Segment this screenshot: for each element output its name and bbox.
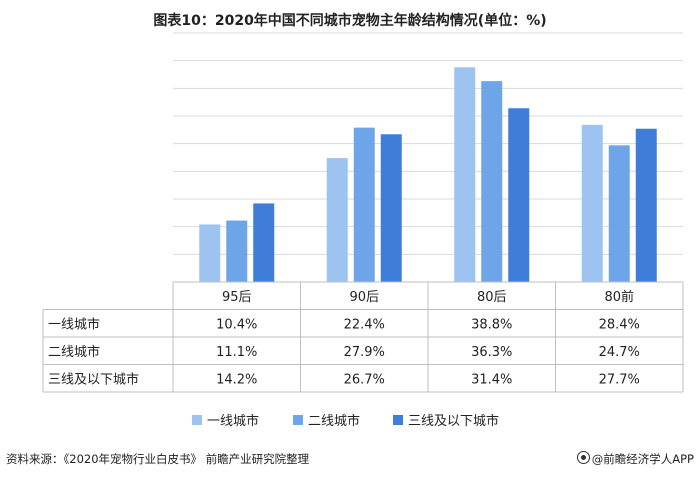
data-label: 27.7% — [599, 372, 640, 387]
bar — [380, 134, 402, 282]
bar — [253, 203, 275, 282]
category-label: 95后 — [222, 290, 252, 305]
data-label: 38.8% — [471, 317, 512, 332]
legend-swatch — [293, 415, 303, 425]
legend-label: 三线及以下城市 — [408, 413, 499, 429]
bar — [199, 224, 221, 282]
data-label: 27.9% — [344, 345, 385, 360]
bar — [581, 124, 603, 282]
row-label: 二线城市 — [48, 344, 100, 360]
legend-swatch — [393, 415, 403, 425]
category-label: 80前 — [604, 289, 634, 305]
data-label: 36.3% — [471, 345, 512, 360]
brand-credit: @前瞻经济学人APP — [576, 451, 694, 467]
bars — [199, 67, 657, 283]
category-label: 80后 — [477, 290, 507, 305]
data-label: 31.4% — [471, 372, 512, 387]
bar — [454, 67, 476, 282]
chart-title: 图表10：2020年中国不同城市宠物主年龄结构情况(单位：%) — [153, 13, 547, 29]
bar — [353, 127, 375, 283]
bar — [226, 220, 248, 282]
legend-label: 二线城市 — [308, 413, 360, 429]
data-label: 11.1% — [216, 345, 257, 360]
source-note: 资料来源：《2020年宠物行业白皮书》 前瞻产业研究院整理 — [6, 452, 310, 466]
bar — [326, 158, 348, 282]
legend: 一线城市 二线城市 三线及以下城市 — [192, 413, 499, 429]
gridlines — [173, 32, 683, 283]
row-label: 三线及以下城市 — [48, 371, 139, 387]
data-label: 28.4% — [599, 317, 640, 332]
bar — [508, 108, 530, 283]
brand-logo-icon — [576, 451, 590, 464]
brand-text: @前瞻经济学人APP — [591, 452, 694, 466]
bar — [608, 145, 630, 282]
data-label: 24.7% — [599, 345, 640, 360]
bar — [481, 81, 503, 282]
data-label: 22.4% — [344, 317, 385, 332]
row-label: 一线城市 — [48, 316, 100, 332]
data-label: 26.7% — [344, 372, 385, 387]
legend-swatch — [192, 415, 202, 425]
data-label: 10.4% — [216, 317, 257, 332]
category-label: 90后 — [349, 290, 379, 305]
bar — [635, 128, 657, 282]
data-label: 14.2% — [216, 372, 257, 387]
legend-label: 一线城市 — [207, 413, 259, 429]
